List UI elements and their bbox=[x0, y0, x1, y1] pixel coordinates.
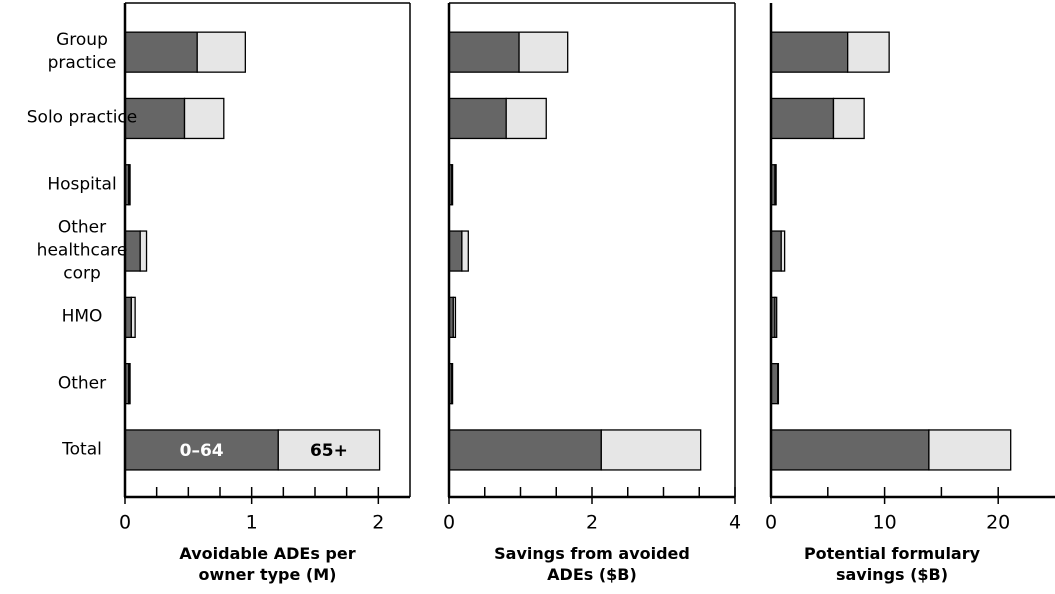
bar-segment bbox=[518, 31, 569, 73]
category-label: Group practice bbox=[47, 30, 117, 74]
bar-segment bbox=[774, 164, 777, 206]
bar-segment bbox=[196, 31, 246, 73]
bar-segment bbox=[770, 97, 835, 140]
x-axis-title: Avoidable ADEs per owner type (M) bbox=[179, 544, 356, 584]
bar-segment bbox=[139, 230, 148, 272]
bar-segment bbox=[452, 296, 457, 339]
bar-segment bbox=[777, 362, 780, 405]
bar-segment bbox=[770, 31, 849, 73]
bar-segment bbox=[770, 429, 930, 471]
category-label: Solo practice bbox=[26, 107, 138, 128]
x-axis-title: Savings from avoided ADEs ($B) bbox=[494, 544, 690, 584]
x-tick-label: 0 bbox=[765, 512, 777, 534]
x-tick-label: 20 bbox=[986, 512, 1010, 534]
x-tick-label: 2 bbox=[586, 512, 598, 534]
category-label: HMO bbox=[61, 306, 103, 327]
bar-segment bbox=[451, 362, 454, 405]
category-label: Hospital bbox=[47, 174, 117, 195]
category-label: Total bbox=[62, 439, 102, 460]
x-axis-title: Potential formulary savings ($B) bbox=[803, 544, 981, 584]
bar-segment bbox=[183, 97, 225, 140]
x-tick-label: 0 bbox=[119, 512, 131, 534]
bar-segment bbox=[505, 97, 547, 140]
x-tick-label: 0 bbox=[443, 512, 455, 534]
bar-segment bbox=[448, 429, 602, 471]
x-tick-label: 1 bbox=[246, 512, 258, 534]
series-label: 65+ bbox=[310, 441, 348, 461]
x-tick-label: 4 bbox=[729, 512, 741, 534]
bar-segment bbox=[770, 230, 782, 272]
bar-segment bbox=[128, 164, 131, 206]
bar-segment bbox=[832, 97, 865, 140]
bar-segment bbox=[928, 429, 1012, 471]
series-label: 0–64 bbox=[180, 441, 224, 461]
category-label: Other healthcare corp bbox=[36, 217, 128, 284]
bar-segment bbox=[451, 164, 454, 206]
bar-segment bbox=[128, 362, 131, 405]
bar-segment bbox=[448, 230, 463, 272]
bar-segment bbox=[847, 31, 890, 73]
bar-segment bbox=[448, 97, 507, 140]
bar-segment bbox=[600, 429, 702, 471]
bar-segment bbox=[448, 31, 520, 73]
bar-segment bbox=[774, 296, 778, 339]
x-tick-label: 2 bbox=[372, 512, 384, 534]
x-tick-label: 10 bbox=[873, 512, 897, 534]
bar-segment bbox=[277, 429, 381, 471]
bar-segment bbox=[130, 296, 136, 339]
bar-segment bbox=[461, 230, 469, 272]
bar-segment bbox=[780, 230, 786, 272]
category-label: Other bbox=[57, 373, 107, 394]
bar-segment bbox=[124, 97, 186, 140]
